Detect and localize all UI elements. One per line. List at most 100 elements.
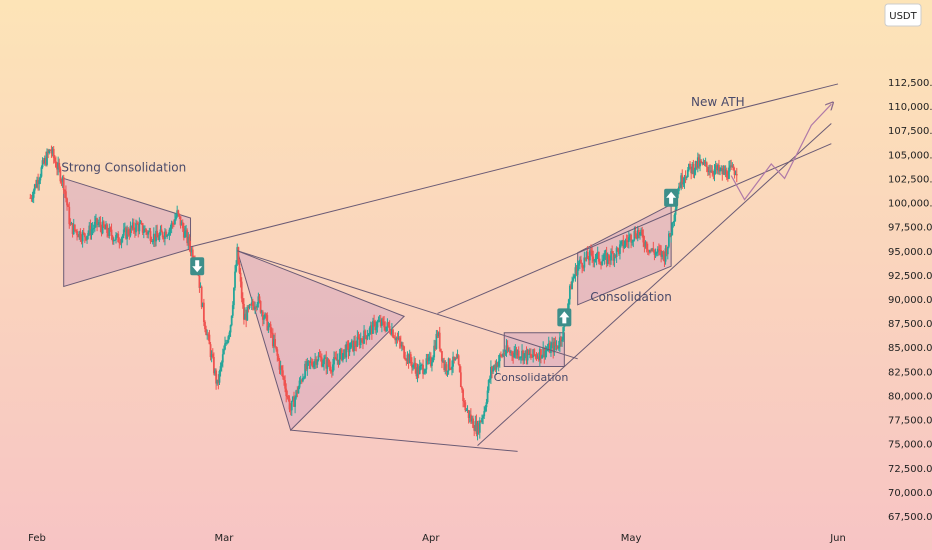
candle-body [592,256,595,262]
candle-body [156,230,159,238]
candle-body [107,232,110,236]
candle-body [50,150,53,154]
candle-body [335,357,338,361]
candle-body [699,160,701,167]
candle-body [350,340,353,343]
candle-body [175,216,177,220]
candle-body [437,332,440,337]
candle-body [377,321,380,323]
candle-body [517,350,520,358]
candle-body [428,356,431,358]
candle-body [93,221,96,229]
candle-body [58,162,61,169]
y-tick-label: 112,500.0 [888,78,932,89]
candle-body [392,329,394,338]
candle-body [178,213,181,217]
candle-body [464,402,467,411]
candle-body [165,231,167,237]
candle-body [586,252,589,259]
candle-body [138,223,141,232]
candle-body [545,350,548,352]
candle-body [202,302,205,322]
candle-body [88,225,91,233]
y-tick-label: 105,000.0 [888,150,932,161]
candle-body [384,327,387,331]
candle-body [186,230,189,244]
candle-body [275,346,278,350]
candle-body [329,366,332,372]
candle-body [257,296,260,305]
candle-body [589,250,591,261]
candle-body [526,349,529,361]
candle-body [734,174,737,176]
candle-body [644,241,647,247]
candle-body [338,353,341,364]
candle-body [641,229,644,235]
candle-body [357,336,360,339]
candle-body [602,259,605,262]
candle-body [230,315,233,326]
candle-body [469,414,472,422]
candle-body [686,169,689,177]
candle-body [626,241,629,243]
candle-body [126,229,129,239]
candle-body [76,230,78,236]
candle-body [701,161,704,165]
candle-body [30,197,33,199]
arrow-up-icon [559,311,570,324]
candle-body [176,210,179,217]
candle-body [653,251,656,255]
candle-body [473,427,476,431]
candle-body [29,197,32,199]
candle-body [732,165,735,171]
candle-body [619,244,621,254]
candle-body [343,349,345,354]
candle-body [441,351,443,362]
candle-body [432,357,434,363]
candle-body [47,151,50,153]
candle-body [43,157,46,164]
candle-body [304,363,307,378]
candle-body [166,235,169,237]
candle-body [533,349,536,355]
candle-body [103,226,106,230]
candle-body [397,337,400,339]
candle-body [378,320,381,322]
candle-body [367,334,370,337]
candle-body [101,221,104,234]
candle-body [280,366,283,371]
candle-body [168,229,171,235]
candle-body [224,343,226,350]
candle-body [684,176,687,178]
candle-body [729,165,731,168]
candle-body [634,231,637,238]
candle-body [472,418,474,428]
candle-body [584,257,587,259]
candle-body [177,210,180,214]
y-tick-label: 90,000.0 [888,295,932,306]
candle-body [326,359,329,369]
candle-body [645,241,648,250]
candle-body [46,151,48,165]
candle-body [594,258,597,260]
candle-body [211,354,214,357]
candle-body [585,252,588,259]
candle-body [363,330,365,344]
currency-badge[interactable]: USDT [884,3,922,27]
candle-body [268,324,271,327]
candle-body [180,222,183,226]
y-tick-label: 77,500.0 [888,416,932,427]
candle-body [352,340,354,351]
candle-body [624,240,627,246]
candle-body [254,307,256,310]
candle-body [714,165,717,170]
candle-body [396,337,399,339]
candle-body [557,346,560,349]
candle-body [560,337,562,342]
candle-body [216,379,219,384]
candle-body [485,402,488,408]
candle-body [253,305,255,310]
candle-body [147,231,150,235]
candle-body [235,264,238,272]
